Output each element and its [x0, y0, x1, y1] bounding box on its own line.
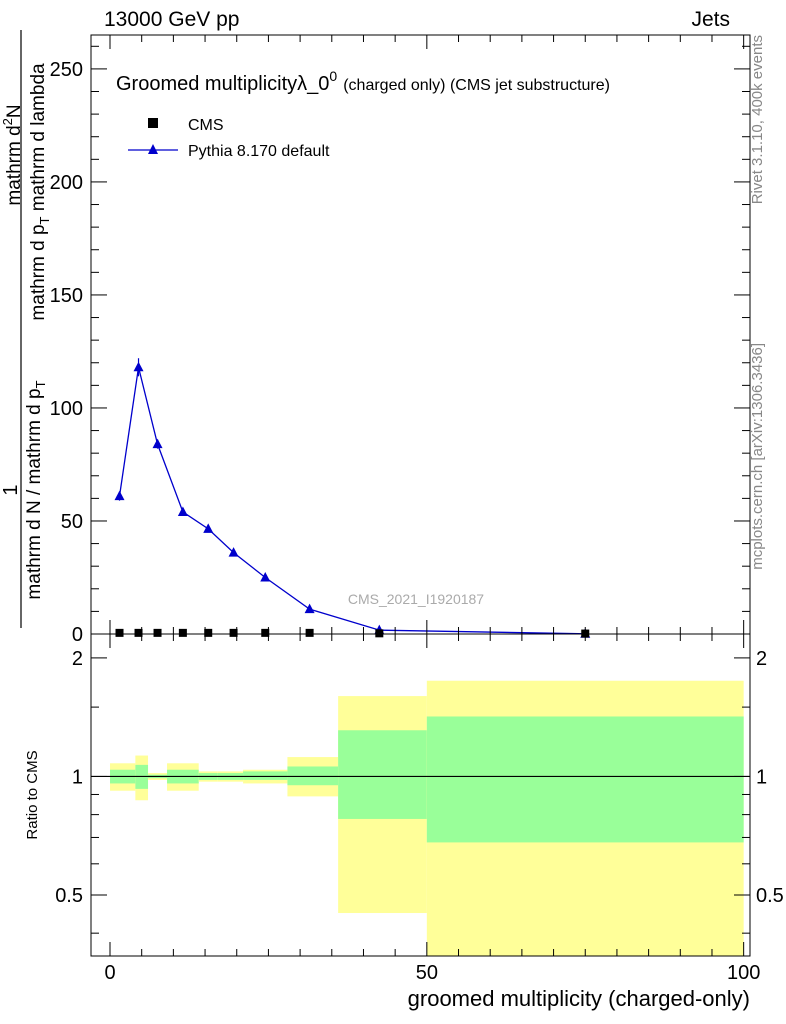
x-axis-label: groomed multiplicity (charged-only) — [408, 986, 750, 1011]
y-axis-label-one: 1 — [0, 484, 22, 495]
ratio-band-inner — [243, 771, 288, 780]
y-tick-label: 100 — [50, 398, 83, 420]
y-axis-label-denominator-sub: T — [33, 380, 48, 388]
ratio-y-tick-label-left: 1 — [72, 766, 83, 788]
x-tick-label: 0 — [104, 962, 115, 984]
analysis-watermark: CMS_2021_I1920187 — [348, 591, 484, 607]
ratio-band-inner — [426, 716, 744, 843]
y-axis-label-numerator-bottom-tail: mathrm d lambda — [28, 63, 49, 217]
mc-point — [133, 361, 144, 372]
data-point — [229, 628, 238, 637]
x-tick-label: 50 — [416, 962, 438, 984]
y-axis-label-numerator-top-main: mathrm d — [4, 125, 25, 205]
y-axis-label-numerator-top: mathrm d2N — [0, 104, 25, 205]
labels-group: Groomed multiplicityλ_00(charged only) (… — [0, 30, 766, 1011]
header-category-label: Jets — [691, 8, 730, 31]
mc-point — [203, 523, 214, 533]
ratio-y-tick-label-left: 0.5 — [55, 885, 83, 907]
mcplots-source-label: mcplots.cern.ch [arXiv:1306.3436] — [749, 343, 766, 570]
chart-title-lambda: λ_0 — [297, 73, 329, 95]
y-axis-label-numerator-bottom-sub: T — [37, 216, 52, 224]
legend-data-marker — [148, 118, 158, 128]
y-axis-label-numerator-top-sup: 2 — [0, 118, 15, 125]
axes-group: 0 50 100 0 50 100 150 200 250 0.5 0.5 1 1 2 2 — [50, 34, 784, 984]
data-point — [305, 628, 314, 637]
data-point — [153, 628, 162, 637]
chart-title-sup: 0 — [329, 68, 337, 84]
x-tick-label: 100 — [727, 962, 760, 984]
mc-point — [304, 603, 315, 614]
y-axis-label-denominator: mathrm d N / mathrm d pT — [24, 380, 48, 599]
mc-series-line — [118, 367, 586, 635]
ratio-bands — [91, 680, 750, 956]
y-tick-label: 150 — [50, 285, 83, 307]
data-point — [204, 628, 213, 637]
y-tick-label: 250 — [50, 59, 83, 81]
legend-mc-label: Pythia 8.170 default — [188, 143, 330, 160]
y-tick-label: 200 — [50, 172, 83, 194]
legend-data-label: CMS — [188, 117, 224, 134]
mc-point — [228, 547, 239, 557]
y-tick-label: 50 — [61, 511, 83, 533]
chart-title-main: Groomed multiplicity — [116, 73, 297, 95]
mc-point — [114, 490, 125, 501]
ratio-y-tick-label-right: 0.5 — [756, 885, 784, 907]
y-axis-label-denominator-main: mathrm d N / mathrm d p — [24, 388, 45, 599]
data-point — [115, 628, 124, 637]
header-energy-label: 13000 GeV pp — [104, 8, 240, 31]
y-tick-label: 0 — [72, 624, 83, 646]
data-point — [134, 628, 143, 637]
mc-point — [152, 438, 163, 449]
y-axis-label-numerator-bottom: mathrm d pT mathrm d lambda — [28, 63, 52, 321]
data-point — [178, 628, 187, 637]
y-axis-label-numerator-bottom-main: mathrm d p — [28, 224, 49, 320]
ratio-y-tick-label-left: 2 — [72, 648, 83, 670]
legend-mc-marker — [148, 144, 158, 154]
mc-point — [260, 571, 271, 582]
rivet-version-label: Rivet 3.1.10, 400k events — [749, 35, 766, 204]
data-point — [375, 629, 384, 638]
chart-title-tail: (charged only) (CMS jet substructure) — [343, 77, 610, 94]
ratio-y-tick-label-right: 1 — [756, 766, 767, 788]
ratio-plot-frame — [90, 633, 751, 957]
y-axis-label-numerator-top-tail: N — [4, 104, 25, 118]
ratio-band-inner — [338, 730, 427, 819]
ratio-y-tick-label-right: 2 — [756, 648, 767, 670]
chart-title: Groomed multiplicityλ_00 (charged only) (… — [116, 68, 610, 95]
ratio-y-axis-label: Ratio to CMS — [24, 750, 41, 839]
data-point — [261, 628, 270, 637]
mc-point — [177, 506, 188, 516]
